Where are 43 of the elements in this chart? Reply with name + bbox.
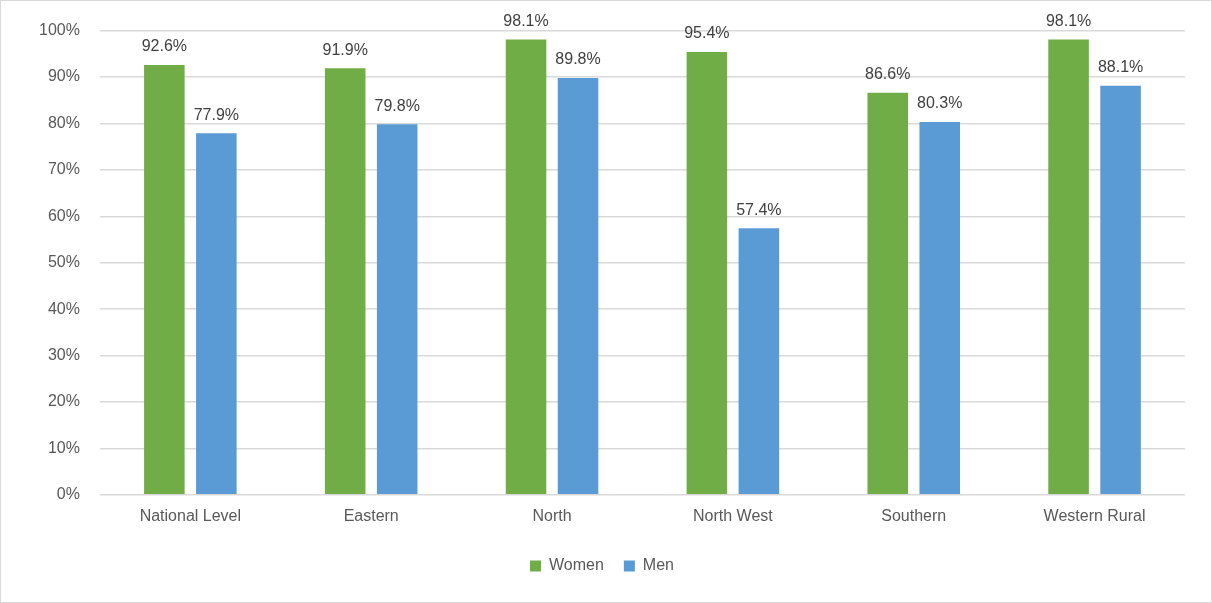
y-tick-label: 40%: [47, 299, 80, 317]
y-tick-label: 30%: [47, 345, 80, 363]
x-tick-label: Southern: [881, 506, 947, 524]
bar: [867, 92, 909, 495]
bar: [505, 39, 547, 495]
data-label: 57.4%: [736, 200, 782, 218]
bar: [1048, 39, 1089, 495]
data-label: 77.9%: [193, 105, 240, 123]
bar: [324, 68, 366, 495]
data-label: 79.8%: [374, 96, 420, 114]
y-tick-label: 0%: [56, 485, 80, 503]
y-tick-label: 60%: [47, 206, 80, 224]
bar: [1100, 85, 1141, 495]
x-tick-label: North: [532, 506, 572, 524]
y-tick-label: 10%: [47, 438, 80, 456]
y-tick-label: 50%: [47, 253, 80, 271]
data-label: 86.6%: [865, 65, 911, 83]
data-label: 95.4%: [684, 24, 730, 42]
data-label: 91.9%: [322, 40, 368, 58]
x-tick-label: Western Rural: [1043, 506, 1146, 524]
y-tick-label: 80%: [47, 113, 80, 131]
bar: [919, 122, 961, 495]
y-tick-label: 100%: [39, 21, 80, 39]
legend-label: Men: [642, 556, 674, 574]
legend-label: Women: [549, 556, 604, 574]
bar: [196, 133, 237, 495]
y-tick-label: 90%: [47, 67, 80, 85]
bar: [376, 124, 418, 495]
y-tick-label: 70%: [47, 160, 80, 178]
bar: [738, 228, 780, 495]
x-tick-label: Eastern: [343, 506, 399, 524]
x-tick-label: National Level: [139, 506, 242, 524]
bar: [144, 64, 185, 495]
data-label: 98.1%: [1045, 11, 1092, 29]
y-tick-label: 20%: [47, 392, 80, 410]
data-label: 89.8%: [555, 50, 601, 68]
bar: [686, 51, 728, 495]
data-label: 80.3%: [917, 94, 963, 112]
data-label: 88.1%: [1097, 58, 1144, 76]
x-tick-label: North West: [693, 506, 774, 524]
data-label: 98.1%: [503, 11, 549, 29]
data-label: 92.6%: [141, 37, 188, 55]
bar: [557, 77, 599, 495]
